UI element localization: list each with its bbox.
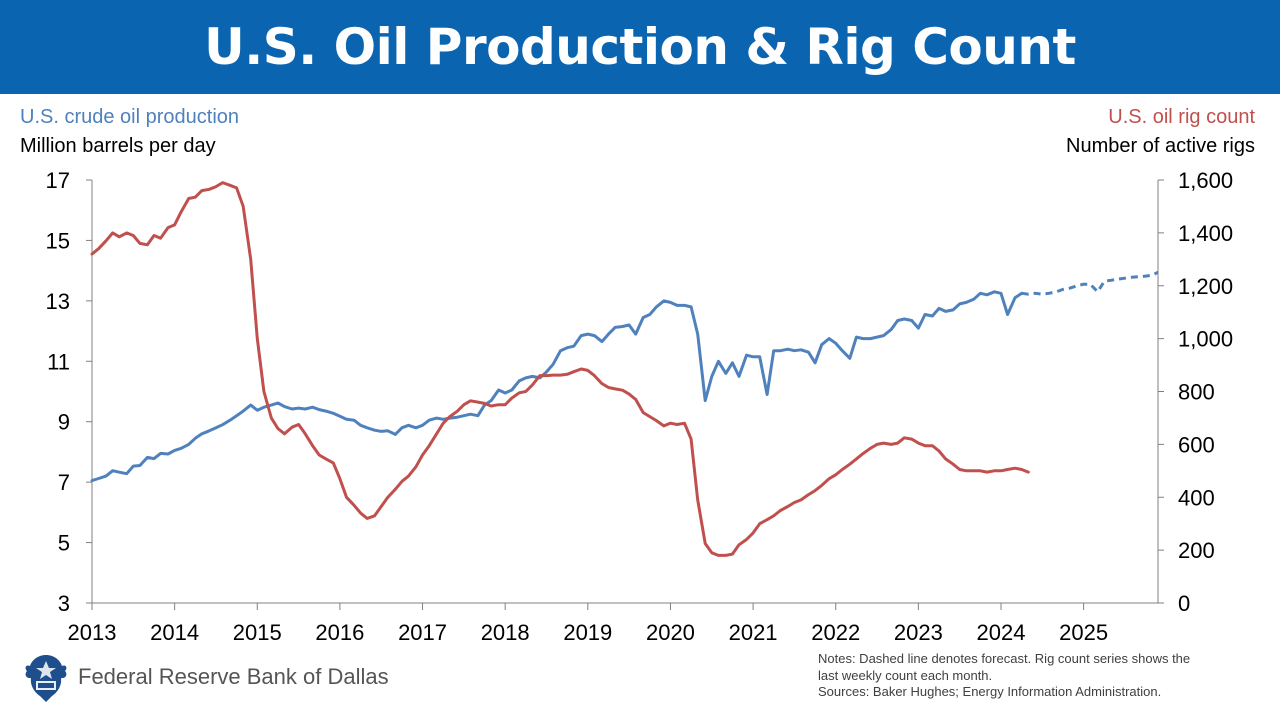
x-tick-label: 2017 [398,620,447,645]
left-axis-title: U.S. crude oil production [20,106,240,128]
x-tick-label: 2016 [315,620,364,645]
right-axis-title: U.S. oil rig count [1108,106,1255,128]
oil-production-line [90,290,1024,483]
x-tick-label: 2019 [563,620,612,645]
x-tick-label: 2022 [811,620,860,645]
x-tick-label: 2018 [481,620,530,645]
notes-line-2: last weekly count each month. [818,667,993,683]
chart-axes: 3 5 7 9 11 13 15 17 0 200 400 600 800 1,000 1,200 1,400… [46,168,1234,645]
right-axis-unit: Number of active rigs [1066,135,1255,157]
left-y-tick-label: 11 [47,349,70,374]
right-y-tick-label: 600 [1178,432,1215,457]
sources-line: Sources: Baker Hughes; Energy Informatio… [818,684,1162,699]
notes-line-1: Notes: Dashed line denotes forecast. Rig… [818,651,1191,666]
right-y-tick-label: 1,200 [1178,274,1233,299]
left-y-tick-label: 3 [58,591,70,616]
chart-series [90,181,1159,557]
left-y-tick-label: 7 [58,470,70,495]
left-y-tick-label: 13 [46,289,70,314]
federal-reserve-seal-icon [25,655,67,702]
x-tick-label: 2020 [646,620,695,645]
x-tick-label: 2013 [68,620,117,645]
x-tick-label: 2025 [1059,620,1108,645]
left-axis-unit: Million barrels per day [20,135,216,157]
rig-count-line [90,181,1030,557]
chart-title: U.S. Oil Production & Rig Count [204,18,1076,76]
organization-name: Federal Reserve Bank of Dallas [78,664,389,689]
x-tick-label: 2024 [977,620,1026,645]
x-tick-label: 2023 [894,620,943,645]
right-y-tick-label: 400 [1178,485,1215,510]
right-y-tick-label: 1,400 [1178,221,1233,246]
x-tick-label: 2021 [729,620,778,645]
x-tick-label: 2015 [233,620,282,645]
title-banner: U.S. Oil Production & Rig Count [0,0,1280,94]
left-y-tick-label: 17 [46,168,70,193]
x-tick-label: 2014 [150,620,199,645]
right-y-tick-label: 1,600 [1178,168,1233,193]
left-y-tick-label: 5 [58,531,70,556]
chart-notes: Notes: Dashed line denotes forecast. Rig… [818,651,1258,701]
forecast-production-line [1021,270,1159,296]
right-y-tick-label: 1,000 [1178,327,1233,352]
right-y-tick-label: 0 [1178,591,1190,616]
left-y-tick-label: 15 [46,228,70,253]
right-y-tick-label: 800 [1178,380,1215,405]
right-y-tick-label: 200 [1178,538,1215,563]
left-y-tick-label: 9 [58,410,70,435]
